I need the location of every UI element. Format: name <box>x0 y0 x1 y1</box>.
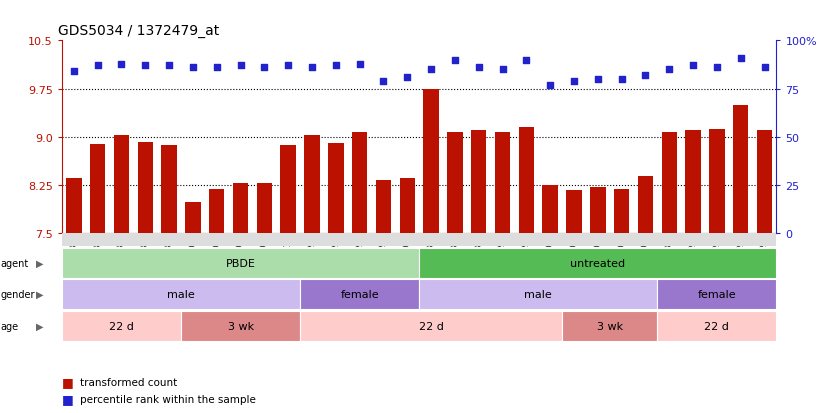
Bar <box>495 132 510 233</box>
Point <box>115 61 128 68</box>
Bar <box>519 128 534 233</box>
Point <box>67 69 80 75</box>
Bar <box>686 130 700 233</box>
Text: ■: ■ <box>62 375 74 389</box>
Text: female: female <box>340 290 379 299</box>
Point <box>496 67 509 74</box>
Point <box>425 67 438 74</box>
Point <box>282 63 295 69</box>
Point <box>91 63 104 69</box>
Text: ▶: ▶ <box>36 321 44 331</box>
Bar <box>376 181 392 233</box>
Bar <box>710 130 724 233</box>
Text: PBDE: PBDE <box>225 258 255 268</box>
Text: 22 d: 22 d <box>419 321 444 331</box>
Point <box>520 57 533 64</box>
Bar <box>209 190 225 233</box>
Point <box>544 82 557 89</box>
Text: gender: gender <box>1 290 36 299</box>
Bar <box>138 142 153 233</box>
Text: male: male <box>167 290 195 299</box>
Text: 3 wk: 3 wk <box>227 321 254 331</box>
Bar <box>447 133 463 233</box>
Bar <box>328 144 344 233</box>
Point <box>591 76 605 83</box>
Text: GDS5034 / 1372479_at: GDS5034 / 1372479_at <box>59 24 220 38</box>
Text: 22 d: 22 d <box>705 321 729 331</box>
Point <box>449 57 462 64</box>
Bar <box>400 179 415 233</box>
Bar <box>757 131 772 233</box>
Bar <box>66 179 82 233</box>
Bar <box>161 146 177 233</box>
Text: age: age <box>1 321 19 331</box>
Point <box>258 65 271 71</box>
Point <box>758 65 771 71</box>
Bar <box>90 145 106 233</box>
Text: ▶: ▶ <box>36 258 44 268</box>
Point <box>401 74 414 81</box>
Text: ▶: ▶ <box>36 290 44 299</box>
Point <box>615 76 629 83</box>
Bar <box>733 105 748 233</box>
Text: 22 d: 22 d <box>109 321 134 331</box>
Bar <box>424 90 439 233</box>
Text: untreated: untreated <box>570 258 625 268</box>
Bar <box>471 131 487 233</box>
Point <box>306 65 319 71</box>
Bar <box>185 203 201 233</box>
Point <box>210 65 223 71</box>
Bar <box>543 185 558 233</box>
Point <box>187 65 200 71</box>
Point <box>472 65 486 71</box>
Bar <box>662 132 677 233</box>
Bar <box>352 133 368 233</box>
Point <box>139 63 152 69</box>
Point <box>686 63 700 69</box>
Text: 3 wk: 3 wk <box>596 321 623 331</box>
Bar <box>233 183 249 233</box>
Text: agent: agent <box>1 258 29 268</box>
Point <box>710 65 724 71</box>
Point <box>377 78 390 85</box>
Point <box>734 55 748 62</box>
Text: female: female <box>698 290 736 299</box>
Point <box>330 63 343 69</box>
Text: ■: ■ <box>62 392 74 405</box>
Text: male: male <box>525 290 552 299</box>
Text: transformed count: transformed count <box>80 377 178 387</box>
Bar <box>257 184 272 233</box>
Point <box>353 61 366 68</box>
Bar <box>638 177 653 233</box>
Point <box>662 67 676 74</box>
Bar <box>304 136 320 233</box>
Point <box>234 63 247 69</box>
Bar <box>114 136 129 233</box>
Bar <box>614 190 629 233</box>
Text: percentile rank within the sample: percentile rank within the sample <box>80 394 256 404</box>
Bar <box>281 146 296 233</box>
Point <box>638 73 652 79</box>
Point <box>163 63 176 69</box>
Bar <box>567 190 582 233</box>
Bar <box>590 187 605 233</box>
Point <box>567 78 581 85</box>
